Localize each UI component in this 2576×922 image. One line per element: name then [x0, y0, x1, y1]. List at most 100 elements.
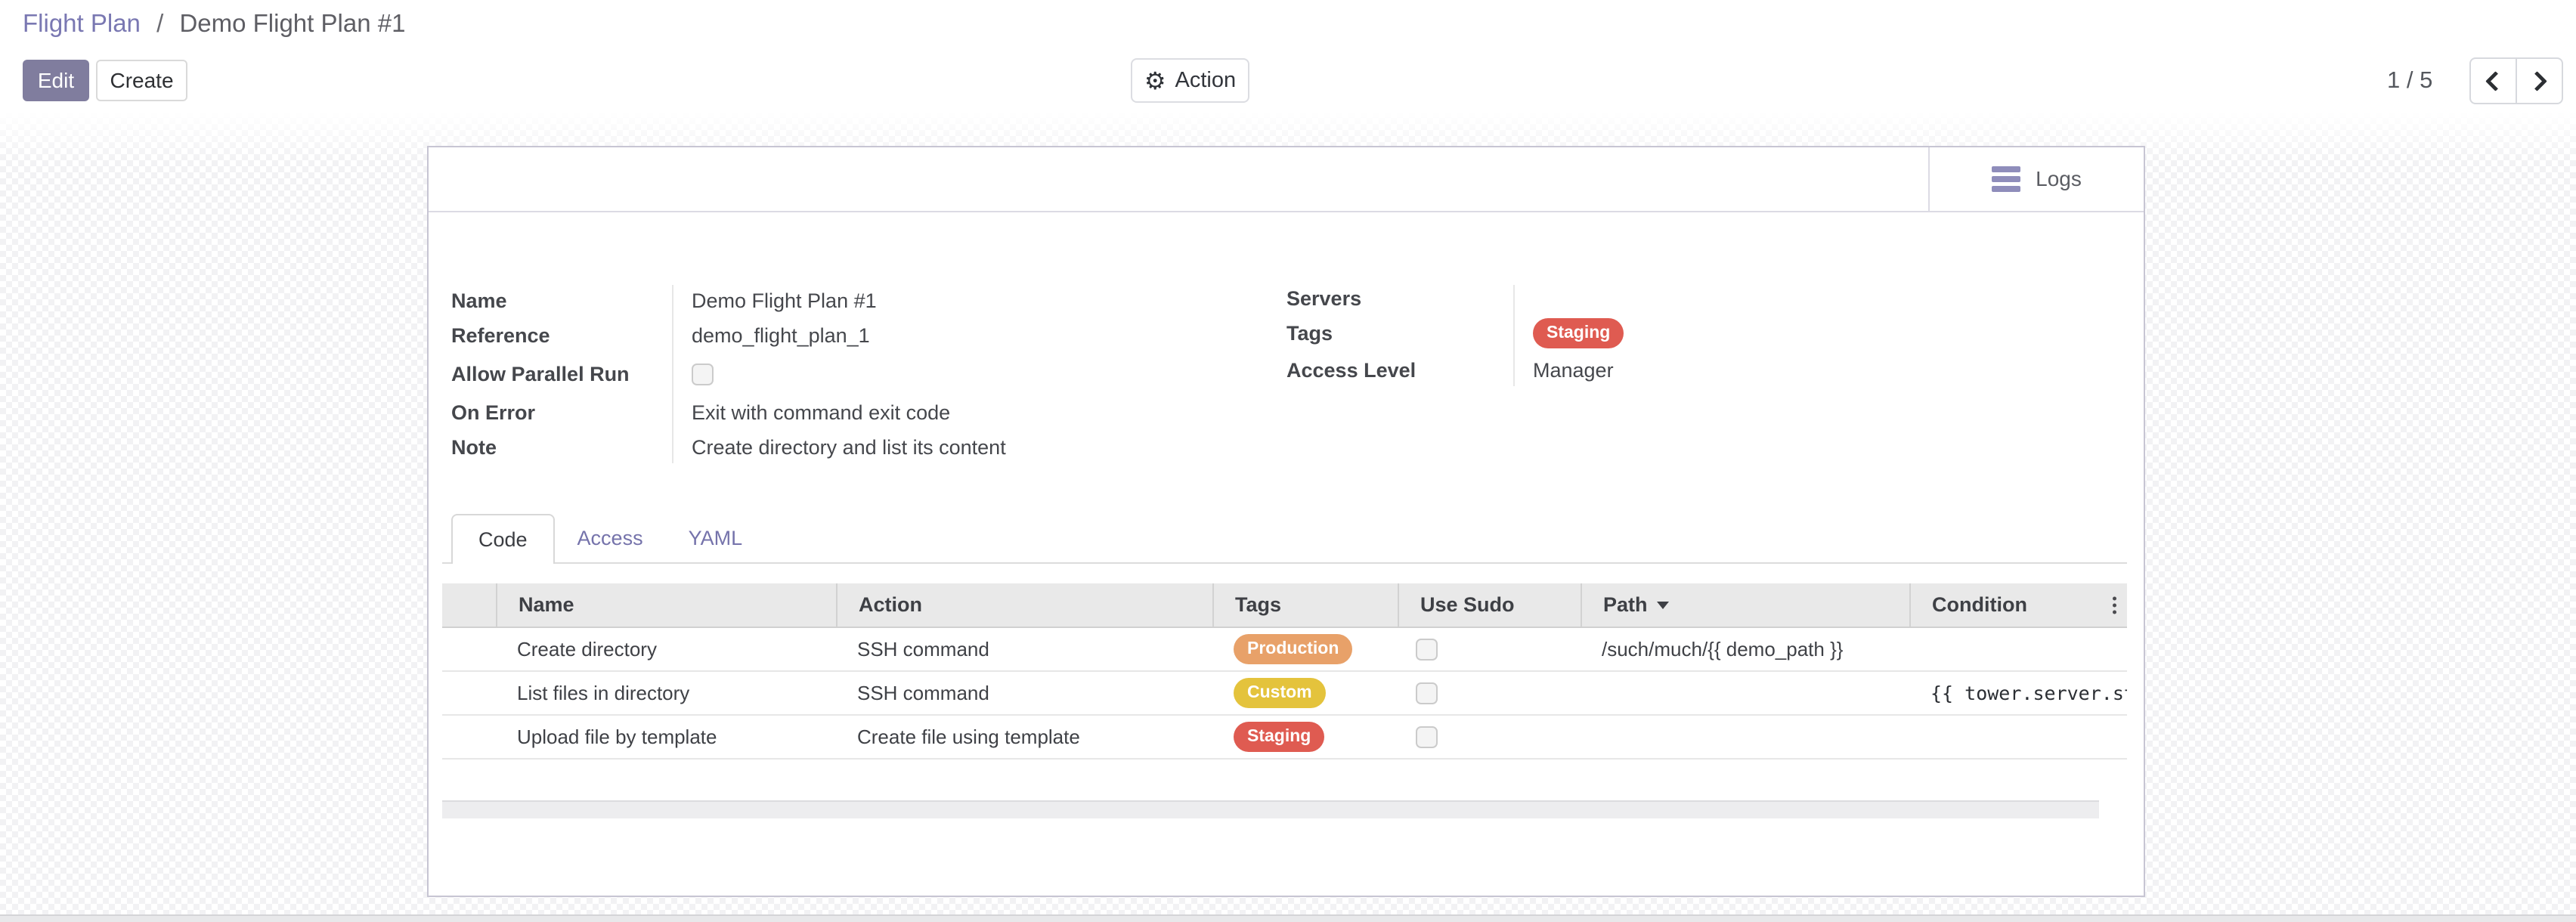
- pager-counter: 1 / 5: [2387, 67, 2433, 93]
- tag-badge-staging: Staging: [1234, 722, 1325, 752]
- field-servers: Servers: [1286, 283, 1967, 314]
- column-header-action[interactable]: Action: [836, 583, 1212, 627]
- form-content-area: Logs Name Demo Flight Plan #1 Reference …: [0, 112, 2576, 922]
- field-note-label: Note: [451, 435, 497, 459]
- row-use-sudo-cell: [1398, 716, 1581, 758]
- use-sudo-checkbox[interactable]: [1416, 682, 1438, 704]
- column-header-path-label: Path: [1603, 593, 1648, 616]
- field-on-error-value: Exit with command exit code: [692, 401, 951, 424]
- row-path-cell: [1581, 672, 1909, 714]
- row-action-cell: Create file using template: [857, 725, 1080, 748]
- table-row-create-directory[interactable]: Create directory SSH command Production …: [442, 628, 2127, 672]
- tag-badge-custom: Custom: [1234, 678, 1326, 708]
- field-note: Note Create directory and list its conte…: [451, 430, 1268, 465]
- field-tags-label: Tags: [1286, 321, 1333, 345]
- row-tags-cell: Staging: [1212, 716, 1398, 758]
- breadcrumb-separator: /: [156, 9, 164, 37]
- chevron-left-icon: [2485, 70, 2506, 91]
- field-note-value: Create directory and list its content: [692, 435, 1006, 459]
- pager-next-button[interactable]: [2516, 59, 2562, 103]
- row-tags-cell: Custom: [1212, 672, 1398, 714]
- field-tags-value: Staging: [1513, 318, 1624, 348]
- row-condition-cell: {{ tower.server.st: [1930, 682, 2127, 704]
- field-access-level-value: Manager: [1533, 358, 1614, 382]
- optional-columns-icon[interactable]: [2113, 596, 2116, 614]
- row-handle-cell: [442, 672, 496, 714]
- field-separator-line: [672, 285, 673, 463]
- field-reference-label: Reference: [451, 323, 550, 347]
- use-sudo-checkbox[interactable]: [1416, 726, 1438, 748]
- commands-table: Name Action Tags Use Sudo Path Condition: [442, 583, 2127, 760]
- field-reference: Reference demo_flight_plan_1: [451, 318, 1268, 353]
- action-button-label: Action: [1175, 68, 1237, 92]
- column-header-handle: [442, 583, 496, 627]
- column-header-use-sudo[interactable]: Use Sudo: [1398, 583, 1581, 627]
- table-row-upload-file[interactable]: Upload file by template Create file usin…: [442, 716, 2127, 760]
- row-action-cell: SSH command: [857, 681, 989, 704]
- pager: [2469, 57, 2563, 104]
- row-tags-cell: Production: [1212, 628, 1398, 670]
- row-use-sudo-cell: [1398, 672, 1581, 714]
- logs-list-icon: [1992, 166, 2021, 192]
- logs-button-label: Logs: [2036, 167, 2082, 190]
- action-button[interactable]: ⚙ Action: [1131, 58, 1249, 103]
- field-name-label: Name: [451, 289, 507, 312]
- row-handle-cell: [442, 628, 496, 670]
- column-header-condition-label: Condition: [1932, 593, 2027, 616]
- field-name: Name Demo Flight Plan #1: [451, 283, 1268, 318]
- field-group-left: Name Demo Flight Plan #1 Reference demo_…: [451, 283, 1268, 465]
- control-panel: Flight Plan / Demo Flight Plan #1 Edit C…: [0, 0, 2576, 112]
- row-name-cell: List files in directory: [517, 681, 690, 704]
- field-access-level-label: Access Level: [1286, 358, 1416, 382]
- chevron-right-icon: [2527, 70, 2547, 91]
- field-allow-parallel-run-value: [672, 363, 714, 385]
- field-group-right: Servers Tags Staging Access Level Manage…: [1286, 283, 1967, 388]
- edit-button[interactable]: Edit: [23, 60, 89, 101]
- field-reference-value: demo_flight_plan_1: [692, 323, 870, 347]
- pager-previous-button[interactable]: [2471, 59, 2516, 103]
- column-header-tags[interactable]: Tags: [1212, 583, 1398, 627]
- row-name-cell: Create directory: [517, 637, 657, 661]
- tab-yaml[interactable]: YAML: [688, 526, 743, 549]
- table-header-row: Name Action Tags Use Sudo Path Condition: [442, 583, 2127, 628]
- field-tags: Tags Staging: [1286, 314, 1967, 353]
- field-servers-label: Servers: [1286, 286, 1362, 310]
- field-on-error: On Error Exit with command exit code: [451, 395, 1268, 430]
- field-allow-parallel-run-label: Allow Parallel Run: [451, 362, 630, 385]
- column-header-name[interactable]: Name: [496, 583, 836, 627]
- field-separator-line: [1513, 285, 1515, 386]
- tab-code[interactable]: Code: [451, 514, 555, 564]
- gear-icon: ⚙: [1144, 67, 1166, 94]
- tag-badge-production: Production: [1234, 634, 1353, 664]
- field-access-level: Access Level Manager: [1286, 353, 1967, 388]
- field-on-error-label: On Error: [451, 401, 536, 424]
- logs-button[interactable]: Logs: [1928, 147, 2144, 211]
- row-name-cell: Upload file by template: [517, 725, 717, 748]
- column-header-condition[interactable]: Condition: [1909, 583, 2127, 627]
- notebook-tabs: Code Access YAML: [442, 514, 2127, 564]
- row-action-cell: SSH command: [857, 637, 989, 661]
- field-allow-parallel-run: Allow Parallel Run: [451, 353, 1268, 395]
- column-header-path[interactable]: Path: [1581, 583, 1909, 627]
- breadcrumb-parent-link[interactable]: Flight Plan: [23, 9, 141, 37]
- horizontal-scrollbar[interactable]: [442, 800, 2099, 818]
- row-use-sudo-cell: [1398, 628, 1581, 670]
- table-row-list-files[interactable]: List files in directory SSH command Cust…: [442, 672, 2127, 716]
- sort-descending-icon: [1656, 601, 1669, 609]
- row-path-cell: [1581, 716, 1909, 758]
- bottom-edge-strip: [0, 914, 2576, 922]
- tag-badge-staging: Staging: [1533, 318, 1624, 348]
- form-sheet: Logs Name Demo Flight Plan #1 Reference …: [427, 146, 2145, 897]
- use-sudo-checkbox[interactable]: [1416, 638, 1438, 661]
- allow-parallel-run-checkbox[interactable]: [692, 363, 714, 385]
- row-handle-cell: [442, 716, 496, 758]
- field-name-value: Demo Flight Plan #1: [692, 289, 877, 312]
- breadcrumb: Flight Plan / Demo Flight Plan #1: [23, 9, 405, 38]
- row-condition-cell: [1909, 716, 2127, 758]
- create-button[interactable]: Create: [96, 60, 187, 101]
- breadcrumb-current: Demo Flight Plan #1: [179, 9, 406, 37]
- row-path-cell: /such/much/{{ demo_path }}: [1602, 637, 1844, 661]
- tab-access[interactable]: Access: [577, 526, 643, 549]
- button-box: Logs: [429, 147, 2144, 212]
